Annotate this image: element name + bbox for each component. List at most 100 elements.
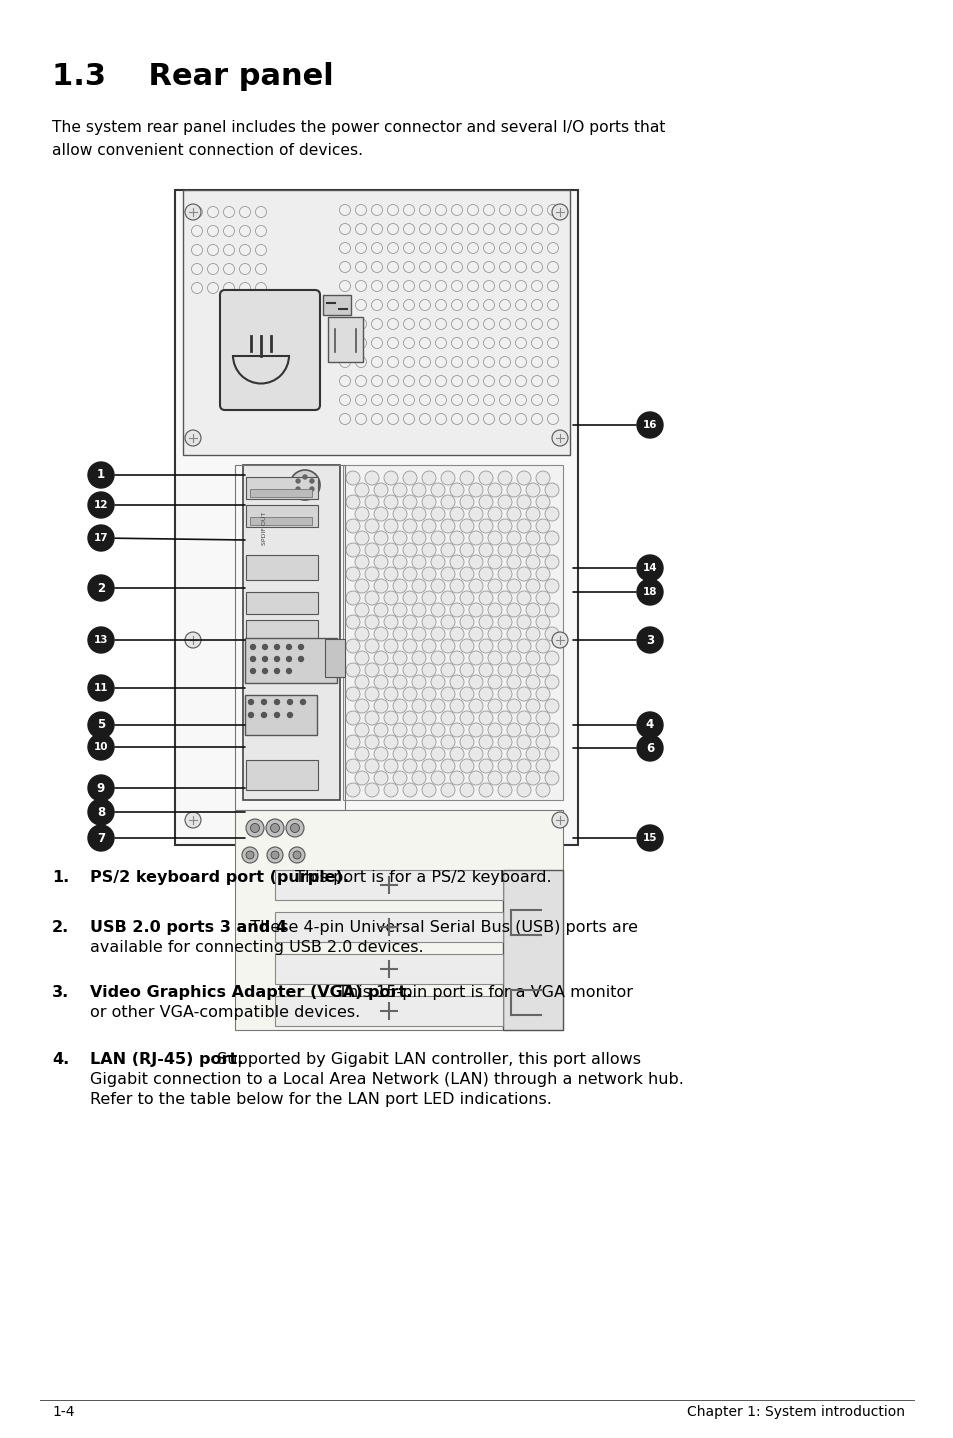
Circle shape: [467, 357, 478, 368]
Circle shape: [355, 723, 369, 738]
Circle shape: [431, 627, 444, 641]
Text: . These 4-pin Universal Serial Bus (USB) ports are: . These 4-pin Universal Serial Bus (USB)…: [240, 920, 638, 935]
Circle shape: [515, 357, 526, 368]
Text: 17: 17: [93, 533, 109, 544]
Circle shape: [346, 710, 359, 725]
Circle shape: [355, 280, 366, 292]
Circle shape: [88, 575, 113, 601]
Circle shape: [208, 263, 218, 275]
Circle shape: [421, 495, 436, 509]
Circle shape: [355, 627, 369, 641]
Circle shape: [431, 603, 444, 617]
Bar: [274, 953, 502, 984]
Circle shape: [402, 472, 416, 485]
Circle shape: [547, 375, 558, 387]
Circle shape: [469, 723, 482, 738]
Circle shape: [239, 226, 251, 236]
Circle shape: [536, 638, 550, 653]
Circle shape: [440, 784, 455, 797]
Circle shape: [223, 207, 234, 217]
Circle shape: [339, 375, 350, 387]
Circle shape: [248, 699, 253, 705]
Circle shape: [355, 338, 366, 348]
Circle shape: [185, 204, 201, 220]
Circle shape: [531, 243, 542, 253]
Circle shape: [451, 299, 462, 311]
Circle shape: [531, 338, 542, 348]
Text: Chapter 1: System introduction: Chapter 1: System introduction: [686, 1405, 904, 1419]
Circle shape: [355, 394, 366, 406]
Circle shape: [440, 472, 455, 485]
Circle shape: [467, 375, 478, 387]
Bar: [274, 870, 502, 900]
Circle shape: [536, 735, 550, 749]
Circle shape: [88, 674, 113, 700]
Circle shape: [88, 712, 113, 738]
Circle shape: [435, 223, 446, 234]
Text: allow convenient connection of devices.: allow convenient connection of devices.: [52, 142, 363, 158]
Circle shape: [499, 262, 510, 272]
Circle shape: [393, 771, 407, 785]
Circle shape: [371, 375, 382, 387]
Circle shape: [517, 759, 531, 774]
Circle shape: [192, 226, 202, 236]
Circle shape: [483, 280, 494, 292]
Bar: [274, 912, 502, 942]
Circle shape: [469, 651, 482, 664]
Circle shape: [497, 544, 512, 557]
Circle shape: [403, 375, 414, 387]
Circle shape: [459, 759, 474, 774]
Circle shape: [355, 771, 369, 785]
Circle shape: [525, 699, 539, 713]
Circle shape: [239, 282, 251, 293]
Bar: [246, 505, 317, 526]
Circle shape: [497, 710, 512, 725]
Circle shape: [478, 735, 493, 749]
Circle shape: [387, 318, 398, 329]
Circle shape: [384, 784, 397, 797]
Circle shape: [286, 657, 292, 661]
Circle shape: [387, 414, 398, 424]
Circle shape: [450, 483, 463, 498]
Text: The system rear panel includes the power connector and several I/O ports that: The system rear panel includes the power…: [52, 119, 664, 135]
Bar: [246, 620, 317, 641]
Circle shape: [531, 262, 542, 272]
Circle shape: [483, 338, 494, 348]
Text: 18: 18: [642, 587, 657, 597]
Circle shape: [459, 663, 474, 677]
Circle shape: [478, 495, 493, 509]
Circle shape: [499, 243, 510, 253]
Circle shape: [365, 710, 378, 725]
Circle shape: [547, 318, 558, 329]
Circle shape: [515, 394, 526, 406]
Circle shape: [419, 375, 430, 387]
Circle shape: [544, 531, 558, 545]
Circle shape: [497, 759, 512, 774]
Circle shape: [88, 525, 113, 551]
Circle shape: [412, 651, 426, 664]
Circle shape: [499, 299, 510, 311]
Circle shape: [637, 413, 662, 439]
Text: Refer to the table below for the LAN port LED indications.: Refer to the table below for the LAN por…: [90, 1091, 551, 1107]
Circle shape: [293, 851, 301, 858]
Circle shape: [355, 414, 366, 424]
Circle shape: [387, 280, 398, 292]
Circle shape: [531, 204, 542, 216]
Text: 1: 1: [97, 469, 105, 482]
Text: 4: 4: [645, 719, 654, 732]
Circle shape: [346, 759, 359, 774]
Circle shape: [517, 519, 531, 533]
Circle shape: [488, 746, 501, 761]
Circle shape: [544, 746, 558, 761]
Circle shape: [478, 759, 493, 774]
Circle shape: [286, 644, 292, 650]
Circle shape: [531, 318, 542, 329]
Circle shape: [402, 784, 416, 797]
Text: 13: 13: [93, 636, 108, 646]
Circle shape: [469, 483, 482, 498]
Circle shape: [488, 508, 501, 521]
Circle shape: [531, 280, 542, 292]
Circle shape: [467, 223, 478, 234]
Circle shape: [483, 394, 494, 406]
Circle shape: [239, 263, 251, 275]
